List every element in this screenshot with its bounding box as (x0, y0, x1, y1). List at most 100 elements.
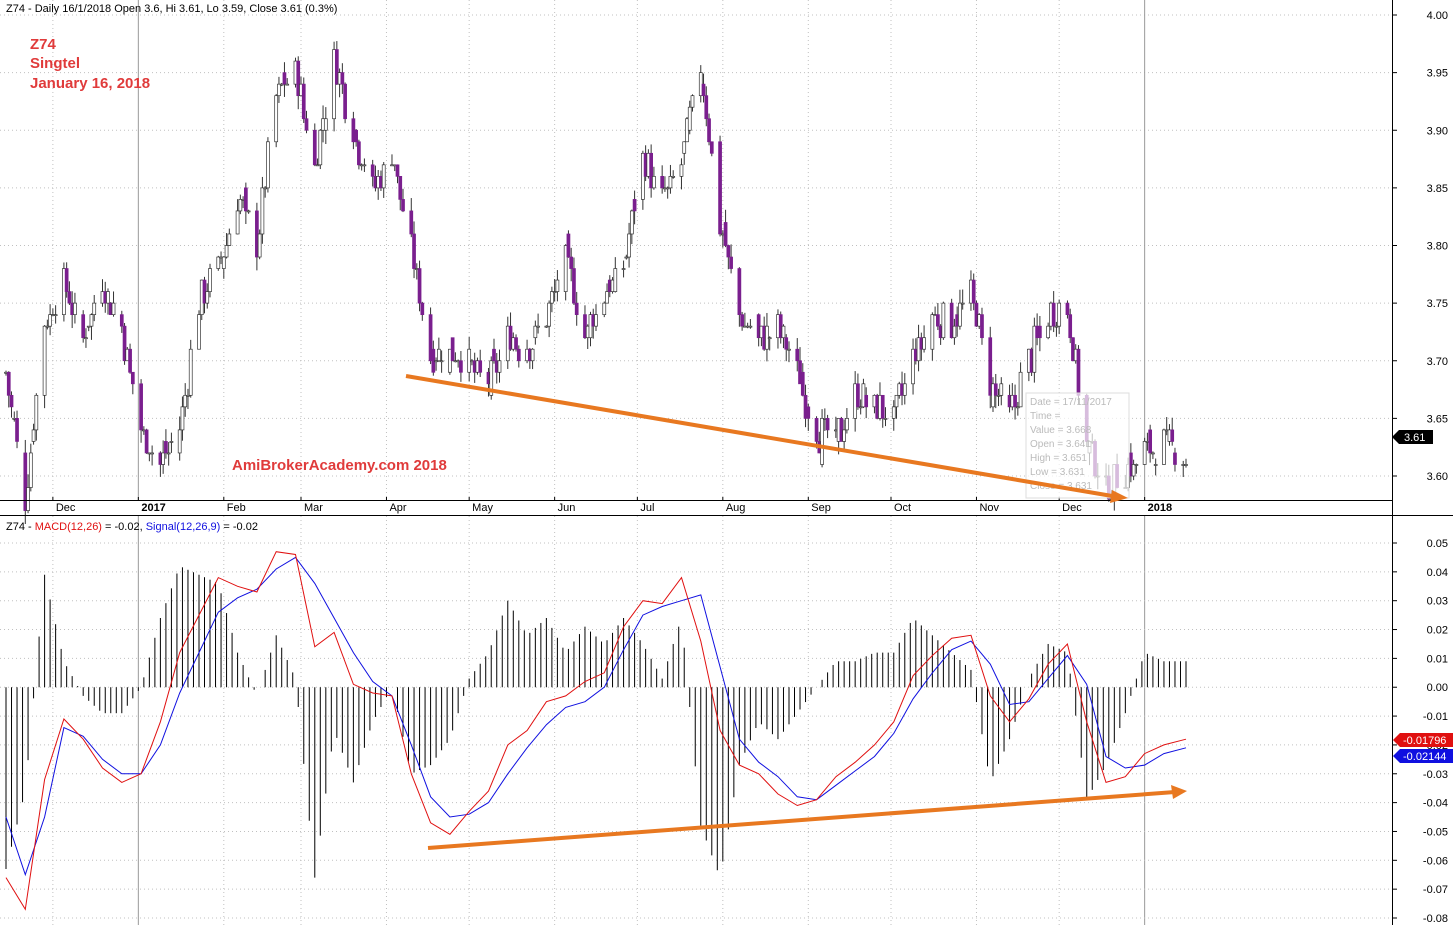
candlestick (221, 256, 226, 279)
candlestick (86, 325, 91, 332)
macd-header-macd-label: MACD(12,26) (35, 521, 102, 533)
candle-body (960, 302, 965, 305)
candlestick (266, 137, 270, 193)
candle-body (718, 141, 722, 235)
candle-body (166, 452, 171, 455)
candlestick (15, 410, 19, 449)
candle-body (263, 187, 268, 190)
candlestick (428, 307, 433, 365)
candlestick (412, 221, 416, 279)
candle-body (726, 245, 731, 258)
candle-body (687, 106, 692, 131)
candlestick (787, 341, 791, 363)
candlestick (318, 129, 323, 170)
candlestick (800, 363, 805, 397)
macd-header-signal-value: = -0.02 (220, 521, 258, 533)
candle-body (787, 348, 791, 351)
candle-body (15, 418, 19, 442)
candlestick (530, 348, 535, 370)
candlestick (26, 474, 30, 514)
candlestick (1065, 300, 1070, 319)
candlestick (894, 394, 899, 419)
candlestick (533, 320, 538, 345)
candlestick (880, 394, 885, 428)
tooltip-line: High = 3.651 (1030, 453, 1087, 464)
candle-body (434, 360, 438, 363)
candlestick (652, 166, 656, 190)
candle-body (398, 176, 403, 200)
candle-body (420, 302, 425, 315)
candlestick (1153, 458, 1158, 476)
candlestick (723, 209, 728, 248)
candlestick (891, 400, 896, 431)
watermark-text: AmiBrokerAcademy.com 2018 (232, 457, 447, 474)
macd-pane: 0.050.040.030.020.010.00-0.01-0.02-0.03-… (0, 516, 1448, 925)
x-tick-label: Feb (227, 502, 246, 514)
candlestick (177, 416, 182, 461)
candle-body (1046, 325, 1050, 339)
candle-body (188, 348, 193, 396)
candlestick (665, 186, 670, 199)
candle-body (891, 406, 896, 419)
candlestick (401, 188, 405, 213)
candle-body (31, 429, 36, 442)
candlestick (459, 350, 463, 382)
candle-body (169, 441, 174, 443)
candlestick (9, 391, 14, 418)
candlestick (478, 349, 483, 377)
candle-body (665, 187, 670, 190)
candle-body (594, 314, 598, 327)
candlestick (315, 158, 320, 167)
candle-body (930, 314, 935, 350)
price-trend-arrow (405, 374, 1128, 503)
candlestick (84, 328, 88, 348)
candlestick (707, 113, 711, 146)
candle-body (177, 429, 182, 454)
candle-body (459, 360, 463, 373)
candlestick (304, 110, 309, 134)
macd-line (5, 551, 1187, 911)
candle-body (814, 418, 819, 442)
candlestick (489, 356, 494, 400)
candle-body (246, 210, 251, 213)
candle-body (208, 268, 212, 292)
symbol-annotation: Z74 (30, 36, 57, 53)
candlestick (842, 419, 846, 452)
candle-body (260, 187, 265, 235)
candle-body (627, 233, 631, 258)
candle-body (489, 360, 494, 396)
candlestick (682, 141, 687, 165)
candlestick (139, 379, 143, 443)
candlestick (1184, 458, 1188, 468)
candlestick (381, 162, 386, 198)
candle-body (1162, 429, 1166, 465)
candlestick (605, 283, 609, 304)
candle-body (362, 164, 367, 167)
candlestick (971, 273, 976, 311)
candlestick (536, 313, 540, 334)
candlestick (417, 260, 422, 312)
candle-body (428, 314, 433, 362)
candlestick (354, 129, 358, 147)
macd-ytick-label: -0.04 (1423, 798, 1448, 810)
macd-ytick-label: -0.08 (1423, 913, 1448, 925)
macd-value-badge-text: -0.01796 (1403, 735, 1446, 747)
candle-body (257, 233, 262, 258)
candle-body (668, 176, 673, 189)
candlestick (516, 345, 521, 368)
x-tick-label: Dec (1062, 502, 1082, 514)
candlestick (814, 416, 819, 449)
candle-body (340, 72, 345, 85)
candle-body (150, 452, 154, 455)
candlestick (246, 209, 251, 214)
candle-body (1032, 325, 1037, 373)
candle-body (530, 348, 535, 362)
candle-body (729, 256, 733, 269)
candlestick (434, 357, 438, 371)
candlestick (216, 255, 221, 271)
candle-body (186, 394, 190, 397)
tooltip-line: Value = 3.668 (1030, 425, 1092, 436)
candlestick (183, 383, 188, 417)
candle-body (671, 176, 676, 178)
